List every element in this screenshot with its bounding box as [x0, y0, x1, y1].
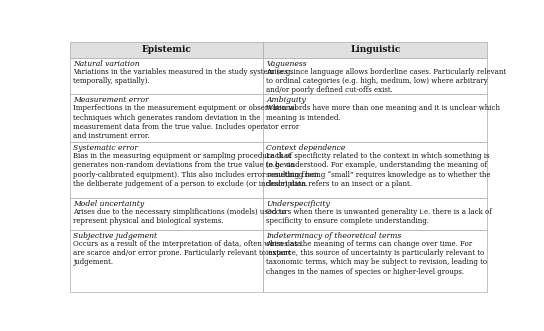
Text: Underspecificity: Underspecificity — [267, 200, 330, 208]
Text: Imperfections in the measurement equipment or observational
techniques which gen: Imperfections in the measurement equipme… — [73, 104, 300, 140]
Text: Linguistic: Linguistic — [350, 45, 400, 54]
Bar — [70, 230, 263, 292]
Bar — [263, 58, 487, 94]
Text: Measurement error: Measurement error — [73, 96, 149, 105]
Text: Variations in the variables measured in the study system (e.g.
temporally, spati: Variations in the variables measured in … — [73, 68, 293, 85]
Bar — [70, 94, 263, 142]
Text: Context dependence: Context dependence — [267, 144, 346, 152]
Text: Lack of specificity related to the context in which something is
to be understoo: Lack of specificity related to the conte… — [267, 152, 491, 188]
Text: Occurs when there is unwanted generality i.e. there is a lack of
specificity to : Occurs when there is unwanted generality… — [267, 208, 492, 225]
Bar — [263, 42, 487, 58]
Text: Systematic error: Systematic error — [73, 144, 138, 152]
Text: Indeterminacy of theoretical terms: Indeterminacy of theoretical terms — [267, 232, 401, 240]
Bar — [70, 142, 263, 198]
Text: Model uncertainty: Model uncertainty — [73, 200, 145, 208]
Text: Epistemic: Epistemic — [142, 45, 192, 54]
Text: Subjective judgement: Subjective judgement — [73, 232, 158, 240]
Text: Arises due to the necessary simplifications (models) used to
represent physical : Arises due to the necessary simplificati… — [73, 208, 286, 225]
Text: Natural variation: Natural variation — [73, 60, 140, 68]
Bar — [263, 198, 487, 230]
Text: When words have more than one meaning and it is unclear which
meaning is intende: When words have more than one meaning an… — [267, 104, 500, 121]
Bar — [263, 142, 487, 198]
Text: Bias in the measuring equipment or sampling procedure that
generates non-random : Bias in the measuring equipment or sampl… — [73, 152, 319, 188]
Text: Ambiguity: Ambiguity — [267, 96, 306, 105]
Text: Occurs as a result of the interpretation of data, often when data
are scarce and: Occurs as a result of the interpretation… — [73, 240, 302, 266]
Bar — [263, 230, 487, 292]
Bar — [70, 198, 263, 230]
Text: Arises since language allows borderline cases. Particularly relevant
to ordinal : Arises since language allows borderline … — [267, 68, 506, 94]
Bar — [263, 94, 487, 142]
Bar — [70, 58, 263, 94]
Text: Vagueness: Vagueness — [267, 60, 307, 68]
Bar — [70, 42, 263, 58]
Text: Arises as the meaning of terms can change over time. For
instance, this source o: Arises as the meaning of terms can chang… — [267, 240, 487, 276]
